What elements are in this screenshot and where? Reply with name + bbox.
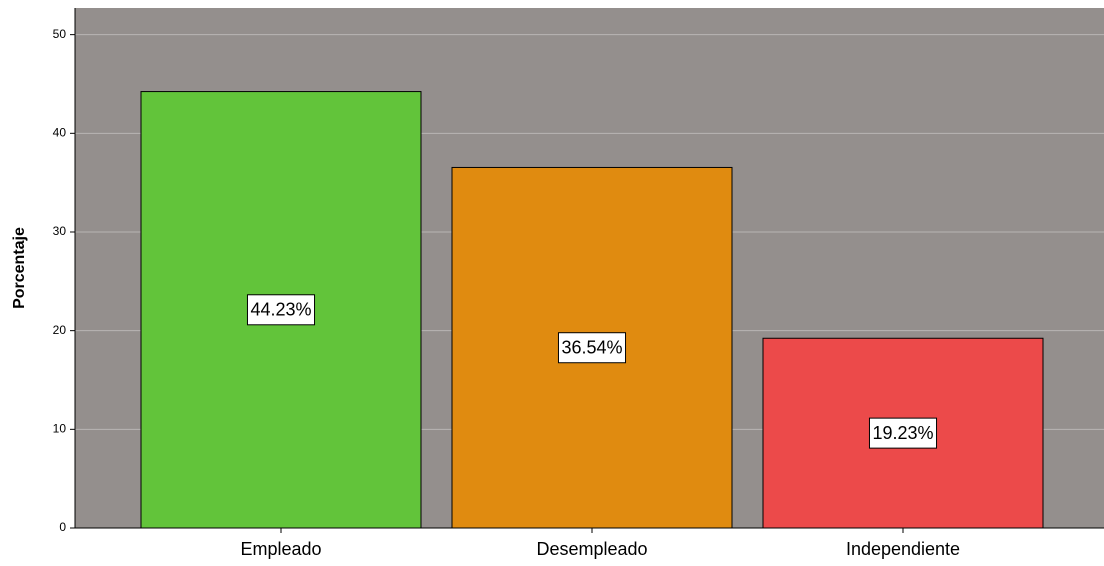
x-tick-label: Empleado [240,539,321,559]
y-tick-label: 20 [53,323,67,337]
value-label-box [557,332,627,364]
value-label: 19.23% [872,423,933,443]
value-label: 44.23% [250,300,311,320]
y-tick-label: 40 [53,125,67,139]
y-axis-label: Porcentaje [11,227,28,309]
y-tick-label: 50 [53,27,67,41]
y-tick-label: 10 [53,422,67,436]
value-label: 36.54% [561,337,622,357]
y-tick-label: 0 [59,520,66,534]
value-label-box [868,417,938,449]
x-tick-label: Independiente [846,539,960,559]
y-tick-label: 30 [53,224,67,238]
value-label-box [246,294,316,326]
x-tick-label: Desempleado [536,539,647,559]
